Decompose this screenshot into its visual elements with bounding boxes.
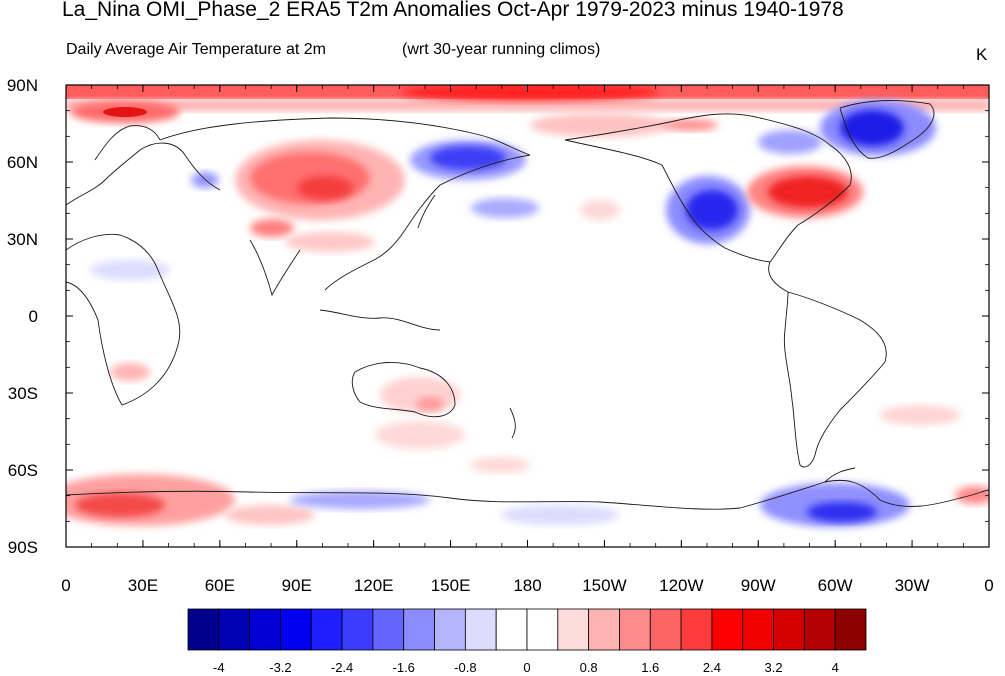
subtitle-variable: Daily Average Air Temperature at 2m	[66, 41, 326, 58]
lat-tick-label: 30N	[7, 230, 38, 249]
colorbar-label: 4	[832, 660, 839, 675]
colorbar-label: -0.8	[454, 660, 476, 675]
map-background	[66, 85, 989, 547]
lat-tick-label: 30S	[8, 384, 38, 403]
lat-tick-label: 0	[29, 307, 38, 326]
colorbar-swatch	[680, 608, 713, 651]
colorbar-swatch	[403, 608, 435, 651]
colorbar-label: -4	[213, 660, 225, 675]
lon-tick-label: 60E	[205, 576, 235, 595]
colorbar-label: 1.6	[641, 660, 659, 675]
colorbar-swatch	[834, 608, 867, 651]
colorbar-swatch	[649, 608, 682, 651]
chart-title: La_Nina OMI_Phase_2 ERA5 T2m Anomalies O…	[62, 0, 844, 21]
colorbar-label: -1.6	[393, 660, 415, 675]
colorbar-swatch	[249, 608, 281, 651]
colorbar: -4 -3.2 -2.4 -1.6 -0.8 0 0.8 1.6 2.4 3.2 4	[187, 608, 867, 675]
lat-tick-label: 60S	[8, 461, 38, 480]
colorbar-label: 0.8	[580, 660, 598, 675]
lon-tick-label: 30E	[128, 576, 158, 595]
colorbar-label: -2.4	[331, 660, 353, 675]
colorbar-label: 3.2	[765, 660, 783, 675]
colorbar-swatch	[372, 608, 405, 651]
colorbar-swatch	[464, 608, 497, 651]
lat-tick-label: 90N	[7, 76, 38, 95]
lon-tick-label: 180	[513, 576, 541, 595]
axis-tick-labels: 90N 60N 30N 0 30S 60S 90S 0 30E 60E 90E 120E 150E 180…	[7, 76, 994, 595]
colorbar-swatch	[310, 608, 343, 651]
lon-tick-label: 60W	[818, 576, 853, 595]
lon-tick-label: 90W	[741, 576, 776, 595]
lon-tick-label: 150E	[431, 576, 471, 595]
coastlines	[66, 100, 989, 510]
lon-tick-label: 90E	[282, 576, 312, 595]
colorbar-label: 2.4	[703, 660, 721, 675]
colorbar-swatch	[187, 608, 220, 651]
colorbar-label: -3.2	[269, 660, 291, 675]
colorbar-swatch	[803, 608, 836, 651]
colorbar-swatch	[495, 608, 528, 651]
colorbar-swatch	[619, 608, 651, 651]
colorbar-swatch	[742, 608, 774, 651]
lon-tick-label: 120E	[354, 576, 394, 595]
lon-tick-label: 120W	[659, 576, 703, 595]
colorbar-swatch	[557, 608, 590, 651]
lon-tick-label: 150W	[582, 576, 626, 595]
colorbar-swatch	[341, 608, 374, 651]
subtitle-reference: (wrt 30-year running climos)	[402, 41, 601, 58]
colorbar-swatch	[711, 608, 744, 651]
colorbar-swatch	[526, 608, 559, 651]
lat-tick-label: 90S	[8, 538, 38, 557]
units-label: K	[976, 45, 988, 64]
axis-ticks	[65, 84, 990, 548]
colorbar-swatch	[218, 608, 251, 651]
lon-tick-label: 0	[61, 576, 70, 595]
lat-tick-label: 60N	[7, 153, 38, 172]
lon-tick-label: 0	[984, 576, 993, 595]
colorbar-swatch	[773, 608, 805, 651]
colorbar-swatch	[434, 608, 466, 651]
colorbar-swatch	[588, 608, 620, 651]
anomaly-field	[66, 85, 989, 527]
colorbar-swatch	[280, 608, 312, 651]
lon-tick-label: 30W	[895, 576, 930, 595]
colorbar-label: 0	[523, 660, 530, 675]
